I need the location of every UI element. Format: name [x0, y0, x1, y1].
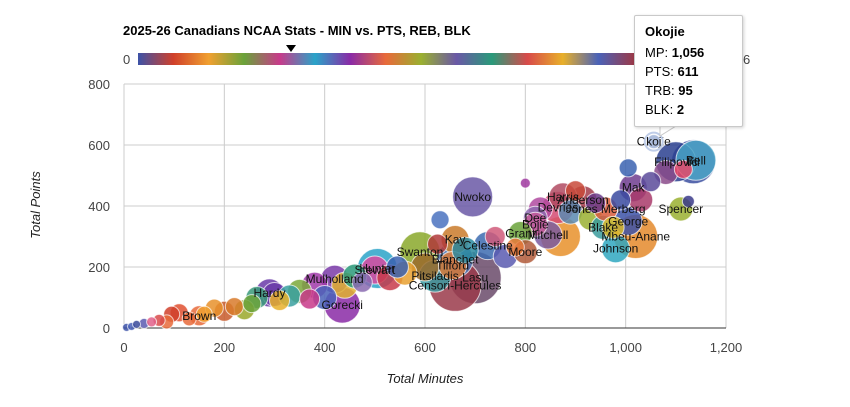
bubble-label-hardy: Hardy: [253, 286, 285, 300]
bubble-label-censori-hercules: Censori-Hercules: [409, 278, 502, 292]
chart-title: 2025-26 Canadians NCAA Stats - MIN vs. P…: [123, 23, 471, 38]
bubble-label-mak: Mak: [622, 181, 646, 195]
y-tick-label: 600: [88, 138, 110, 153]
colorbar-gradient: [138, 53, 728, 65]
x-tick-label: 200: [213, 340, 235, 355]
bubble: [242, 294, 262, 314]
bubble: [132, 319, 142, 329]
bubble: [505, 237, 525, 257]
bubble: [484, 226, 506, 247]
tooltip-row-mp: MP: 1,056: [645, 43, 732, 62]
bubble: [269, 290, 291, 312]
y-tick-label: 400: [88, 199, 110, 214]
bubble: [299, 288, 321, 310]
bubble-label-stewart: Stewart: [354, 263, 395, 277]
bubble-label-pitsiladis: Pitsiladis: [411, 269, 458, 283]
bubble-label-devries: Devries: [538, 201, 579, 215]
bubble-label-swanton: Swanton: [397, 245, 444, 259]
bubble-label-okojie: Okojie: [637, 135, 671, 149]
tooltip-label: BLK:: [645, 102, 674, 117]
bubble-label-nwoko: Nwoko: [454, 190, 491, 204]
x-tick-label: 1,200: [710, 340, 743, 355]
bubble-label-harris: Harris: [547, 190, 579, 204]
bubble: [181, 311, 197, 327]
bubble: [430, 210, 450, 230]
bubble-nwoko: [452, 176, 494, 218]
bubble-label-george: George: [608, 214, 648, 228]
tooltip-row-trb: TRB: 95: [645, 81, 732, 100]
bubble-label-blanchet: Blanchet: [432, 252, 479, 266]
x-tick-label: 1,000: [609, 340, 642, 355]
bubble-label-brown: Brown: [182, 309, 216, 323]
bubble-label-bell: Bell: [686, 153, 706, 167]
tooltip-row-blk: BLK: 2: [645, 100, 732, 119]
bubble: [224, 297, 244, 317]
bubble-label-celestine: Celestine: [463, 239, 513, 253]
tooltip-value: 611: [677, 64, 699, 79]
colorbar: 0 6: [123, 45, 750, 67]
bubble-label-mulholland: Mulholland: [306, 272, 364, 286]
colorbar-marker-icon: [286, 45, 296, 52]
x-tick-label: 400: [314, 340, 336, 355]
bubble-label-gorecki: Gorecki: [322, 298, 363, 312]
tooltip-value: 95: [678, 83, 693, 98]
bubble-label-kay: Kay: [445, 233, 466, 247]
x-tick-label: 600: [414, 340, 436, 355]
y-tick-label: 800: [88, 77, 110, 92]
axis-ticks: 0 200 400 600 800 1,000 1,200 0 200 400 600 800: [88, 77, 742, 355]
bubble-label-hunter: Hunter: [359, 262, 395, 276]
bubble: [519, 177, 531, 189]
bubbles: [122, 134, 717, 332]
bubble-label-filipovic: Filipovic: [654, 155, 697, 169]
tooltip-row-pts: PTS: 611: [645, 62, 732, 81]
colorbar-min-label: 0: [123, 52, 130, 67]
bubble-label-johnson: Johnson: [593, 242, 638, 256]
bubble: [351, 271, 373, 293]
tooltip-value: 1,056: [671, 45, 705, 60]
bubble: [640, 171, 662, 193]
tooltip-value: 2: [676, 102, 685, 117]
x-tick-label: 800: [514, 340, 536, 355]
bubble: [601, 215, 625, 239]
bubble-label-spencer: Spencer: [658, 202, 703, 216]
bubble-label-moore: Moore: [508, 245, 542, 259]
bubble-label-bojie: Bojie: [522, 217, 549, 231]
bubble: [610, 189, 632, 211]
bubble: [385, 255, 409, 279]
bubble: [673, 159, 693, 179]
tooltip-name: Okojie: [645, 24, 685, 39]
bubble: [565, 180, 586, 202]
bubble-label-blake: Blake: [588, 220, 618, 234]
bubble: [146, 316, 158, 328]
tooltip-label: TRB:: [645, 83, 675, 98]
y-axis-title: Total Points: [28, 171, 43, 239]
bubble: [618, 158, 638, 178]
tooltip: Okojie MP: 1,056 PTS: 611 TRB: 95 BLK: 2: [634, 15, 743, 127]
colorbar-max-label: 6: [743, 52, 750, 67]
bubble-label-lasu: Lasu: [462, 271, 488, 285]
bubble-okojie: [646, 134, 662, 150]
bubble-label-jones-merberg: Jones Merberg: [566, 202, 646, 216]
x-tick-label: 0: [120, 340, 127, 355]
bubble-label-grant: Grant: [505, 226, 536, 240]
bubble-label-mbeu-anane: Mbeu-Anane: [601, 230, 670, 244]
bubble: [681, 194, 695, 208]
x-axis-title: Total Minutes: [387, 371, 464, 386]
tooltip-label: PTS:: [645, 64, 674, 79]
bubble-label-fil: Fil: [687, 155, 700, 169]
bubble-label-anderson: Anderson: [557, 193, 608, 207]
bubble: [427, 233, 449, 255]
bubble: [451, 236, 479, 264]
highlight-ring: [643, 131, 664, 152]
bubble: [585, 192, 607, 214]
bubble: [195, 305, 213, 323]
y-tick-label: 0: [103, 321, 110, 336]
bubble-label-dee: Dee: [524, 211, 546, 225]
y-tick-label: 200: [88, 260, 110, 275]
bubble-label-mitchell: Mitchell: [528, 228, 569, 242]
tooltip-label: MP:: [645, 45, 669, 60]
bubble-label-tilford: Tilford: [436, 258, 469, 272]
